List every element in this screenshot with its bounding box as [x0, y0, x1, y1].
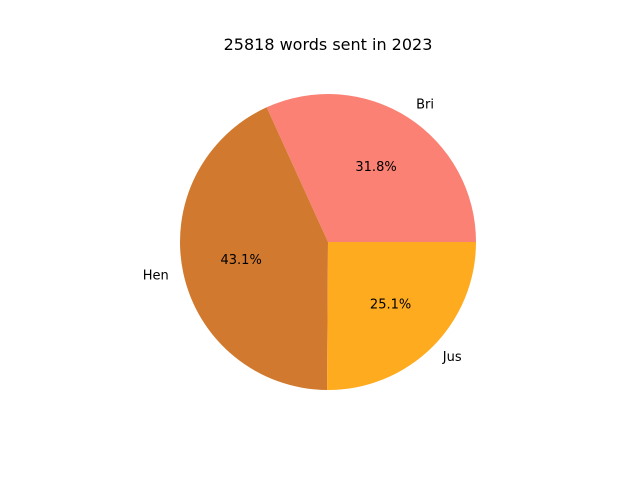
pie-slice-jus	[327, 242, 476, 390]
chart-title: 25818 words sent in 2023	[224, 35, 433, 54]
slice-percent-jus: 25.1%	[370, 297, 411, 312]
slice-percent-hen: 43.1%	[221, 253, 262, 268]
pie-slice-hen	[180, 107, 328, 390]
pie-labels: Bri 31.8% Hen 43.1% Jus 25.1%	[143, 98, 462, 365]
pie-slices	[180, 94, 476, 390]
slice-label-jus: Jus	[442, 350, 462, 365]
slice-percent-bri: 31.8%	[355, 160, 396, 175]
slice-label-bri: Bri	[416, 98, 434, 113]
slice-label-hen: Hen	[143, 269, 169, 284]
pie-slice-bri	[266, 94, 476, 242]
